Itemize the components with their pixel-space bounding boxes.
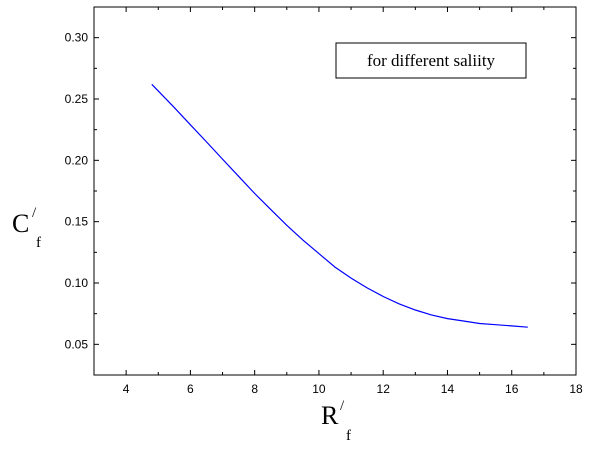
x-axis-label: R / f [321, 398, 351, 444]
x-tick-label: 18 [569, 382, 583, 396]
x-tick-label: 10 [312, 382, 326, 396]
y-axis-label-sub: f [36, 235, 41, 251]
annotation-box: for different saliity [335, 42, 527, 79]
y-tick-label: 0.10 [65, 276, 89, 290]
annotation-text: for different saliity [367, 51, 496, 70]
y-axis-label: C / f [12, 205, 41, 251]
x-tick-label: 16 [505, 382, 519, 396]
x-tick-label: 12 [377, 382, 391, 396]
series-layer [151, 83, 528, 328]
y-axis-ticks: 0.05 0.10 0.15 0.20 0.25 0.30 [65, 6, 576, 376]
y-tick-label: 0.05 [65, 337, 89, 351]
y-tick-label: 0.25 [65, 92, 89, 106]
y-axis-label-main: C [12, 209, 29, 238]
x-axis-label-prime: / [340, 398, 345, 414]
annotation-frame [335, 42, 527, 79]
x-axis-label-sub: f [346, 428, 351, 444]
y-tick-label: 0.15 [65, 215, 89, 229]
y-tick-label: 0.20 [65, 153, 89, 167]
x-tick-label: 8 [251, 382, 258, 396]
x-tick-label: 6 [187, 382, 194, 396]
x-tick-label: 4 [123, 382, 130, 396]
x-axis-label-main: R [321, 401, 339, 430]
series-line [151, 83, 528, 328]
x-axis-ticks: 4 6 8 10 12 14 16 18 [93, 7, 583, 396]
y-tick-label: 0.30 [65, 31, 89, 45]
x-tick-label: 14 [441, 382, 455, 396]
y-axis-label-prime: / [32, 205, 37, 221]
